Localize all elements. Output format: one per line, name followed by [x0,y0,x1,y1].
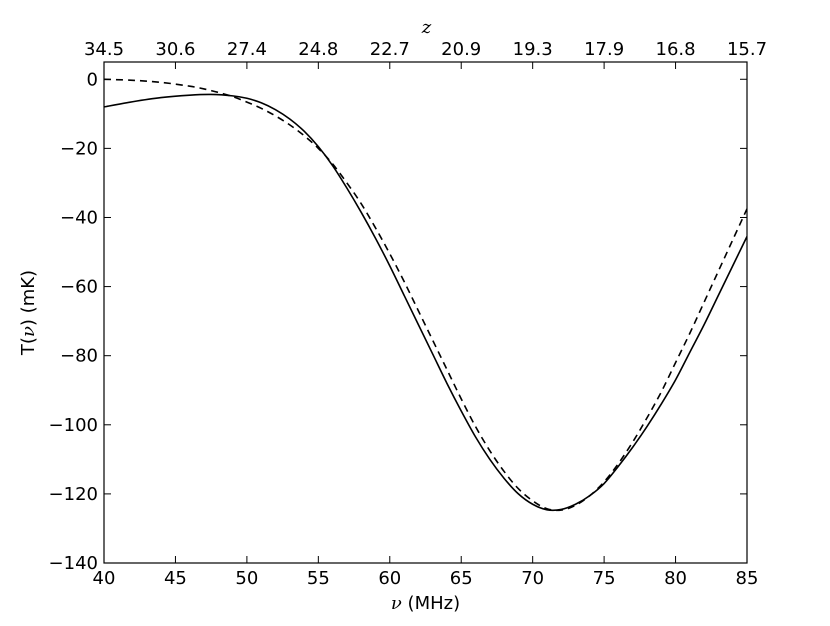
y-tick-label: −80 [60,346,98,367]
y-tick-label: −120 [49,484,98,505]
x-axis-label: ν (MHz) [391,593,460,614]
x-tick-label: 70 [521,568,544,589]
top-tick-label: 20.9 [441,39,481,60]
y-axis-label-symbol: ν [18,326,39,337]
plot-frame [103,61,748,564]
axis-ticks: 40 45 50 55 60 65 70 75 80 85 34.5 30.6 27.4 24.8 22.7… [49,39,767,589]
plot-content [104,78,747,512]
top-tick-label: 34.5 [84,39,124,60]
x-tick-label: 60 [378,568,401,589]
x-tick-label: 40 [93,568,116,589]
y-tick-label: −100 [49,415,98,436]
top-tick-label: 19.3 [513,39,553,60]
x-tick-label: 75 [593,568,616,589]
x-tick-label: 85 [736,568,759,589]
x-tick-label: 55 [307,568,330,589]
x-tick-label: 50 [235,568,258,589]
top-tick-label: 17.9 [584,39,624,60]
y-tick-label: −20 [60,138,98,159]
top-tick-label: 16.8 [656,39,696,60]
top-tick-label: 27.4 [227,39,267,60]
series-line-solid [104,93,747,512]
y-tick-label: 0 [87,69,98,90]
top-tick-label: 30.6 [155,39,195,60]
y-axis-label-prefix: T( [18,337,39,356]
top-tick-label: 24.8 [298,39,338,60]
x-axis-label-symbol: ν [391,593,402,614]
series-line-dashed [104,78,747,512]
x-axis-label-unit: (MHz) [402,593,460,614]
top-tick-label: 22.7 [370,39,410,60]
y-tick-label: −140 [49,553,98,574]
y-axis-label-suffix: ) (mK) [18,270,39,326]
x-tick-label: 80 [664,568,687,589]
y-axis-label: T(ν) (mK) [18,270,39,356]
y-tick-label: −40 [60,207,98,228]
x-tick-label: 65 [450,568,473,589]
top-axis-label: z [421,17,432,38]
y-tick-label: −60 [60,277,98,298]
x-tick-label: 45 [164,568,187,589]
top-tick-label: 15.7 [727,39,767,60]
